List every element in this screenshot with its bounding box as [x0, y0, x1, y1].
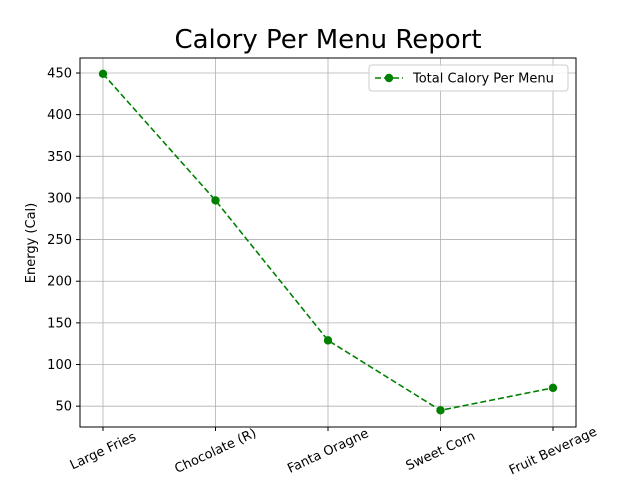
y-tick-label: 250: [47, 233, 72, 248]
y-axis-ticks: 50 100 150 200 250 300 350 400 450: [47, 66, 80, 415]
x-tick-label: Fanta Oragne: [285, 426, 371, 477]
legend-marker-swatch: [384, 73, 394, 83]
grid-lines: [80, 58, 576, 427]
legend: Total Calory Per Menu: [368, 64, 569, 92]
data-point: [323, 336, 333, 345]
x-tick-label: Fruit Beverage: [507, 425, 600, 479]
series-line: [102, 73, 554, 412]
legend-box: [368, 64, 569, 92]
y-tick-label: 300: [47, 191, 72, 206]
data-point: [436, 406, 445, 415]
y-axis-label: Energy (Cal): [24, 203, 39, 283]
y-tick-label: 150: [47, 316, 72, 331]
plot-frame: [79, 57, 577, 428]
x-tick-label: Chocolate (R): [173, 426, 259, 477]
y-tick-label: 450: [47, 66, 72, 81]
y-tick-label: 50: [55, 400, 72, 415]
x-axis-ticks: Large Fries Chocolate (R) Fanta Oragne Swee…: [68, 425, 600, 479]
y-tick-label: 400: [47, 108, 72, 123]
chart-title: Calory Per Menu Report: [174, 25, 481, 55]
y-tick-label: 350: [47, 150, 72, 165]
data-point: [211, 196, 220, 205]
y-tick-label: 200: [47, 275, 72, 290]
legend-label: Total Calory Per Menu: [412, 72, 554, 87]
y-tick-label: 100: [47, 358, 72, 373]
data-point: [98, 69, 108, 79]
x-tick-label: Sweet Corn: [404, 429, 478, 474]
x-tick-label: Large Fries: [68, 430, 139, 474]
data-point: [548, 383, 558, 393]
series-layer: [98, 69, 558, 415]
